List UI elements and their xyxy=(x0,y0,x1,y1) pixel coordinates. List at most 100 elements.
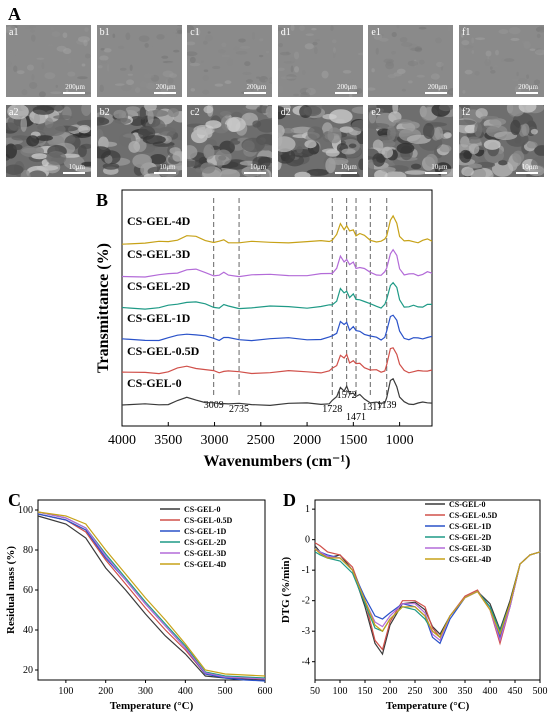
sem-grain xyxy=(67,71,76,77)
y-tick-label: 80 xyxy=(23,545,33,556)
scale-bar xyxy=(516,92,538,94)
sem-grain xyxy=(439,144,452,153)
sem-grain xyxy=(26,64,35,71)
sem-grain xyxy=(459,105,471,110)
sem-grain xyxy=(277,124,285,138)
x-tick-label: 3000 xyxy=(201,433,229,448)
scale-bar xyxy=(334,92,357,94)
sem-grain xyxy=(43,123,66,137)
sem-grain xyxy=(266,50,270,54)
x-tick-label: 200 xyxy=(98,686,113,697)
sem-grain xyxy=(98,55,109,61)
sem-grain xyxy=(305,87,316,96)
sem-texture xyxy=(187,25,273,97)
sem-grain xyxy=(189,62,201,67)
sem-grain xyxy=(277,27,284,32)
sem-grain xyxy=(96,117,109,126)
sem-grain xyxy=(244,61,251,67)
sem-grain xyxy=(174,32,182,35)
sem-grain xyxy=(76,119,91,127)
sem-grain xyxy=(392,32,398,38)
sem-grain xyxy=(6,26,15,33)
ftir-chart: 4000 3500 3000 2500 2000 1500 1000 Wavenumbers … xyxy=(95,189,433,470)
legend-entry: CS-GEL-1D xyxy=(184,527,226,536)
sem-grain xyxy=(143,105,157,112)
sem-grain xyxy=(119,67,127,71)
sem-grain xyxy=(325,149,340,157)
sem-grain xyxy=(331,39,337,44)
sem-grain xyxy=(241,137,266,153)
sem-grain xyxy=(321,70,329,79)
sem-grain xyxy=(125,79,134,86)
sem-grain xyxy=(503,58,515,62)
sem-grain xyxy=(461,166,474,177)
sem-image-e2: e2 10μm xyxy=(368,105,454,177)
sem-grain xyxy=(508,36,516,44)
legend-entry: CS-GEL-4D xyxy=(184,560,226,569)
sem-grain xyxy=(368,159,375,175)
sem-grain xyxy=(534,145,544,156)
sem-image-e1: e1 200μm xyxy=(368,25,454,97)
sem-grain xyxy=(332,47,336,54)
sem-grain xyxy=(305,33,314,37)
sem-background xyxy=(459,25,544,97)
x-tick-label: 300 xyxy=(138,686,153,697)
sem-texture xyxy=(368,25,454,97)
sem-grain xyxy=(202,89,210,95)
sem-grain xyxy=(252,120,262,128)
series-label: CS-GEL-3D xyxy=(127,247,191,261)
scale-bar xyxy=(425,172,448,174)
sem-grain xyxy=(533,79,541,85)
sem-grain xyxy=(241,166,262,177)
x-tick-label: 100 xyxy=(58,686,73,697)
sem-grain xyxy=(419,59,425,65)
sem-grain xyxy=(187,54,195,60)
sem-grain xyxy=(77,36,90,43)
sem-grain xyxy=(300,91,310,97)
sem-grain xyxy=(220,110,232,117)
sem-grain xyxy=(471,49,475,55)
sem-grain xyxy=(480,115,499,120)
spectrum-line xyxy=(121,314,433,342)
sem-grain xyxy=(77,76,88,80)
legend-entry: CS-GEL-0 xyxy=(449,500,485,509)
sem-grain xyxy=(38,91,46,97)
sem-tile-label: c2 xyxy=(190,107,200,118)
plot-frame xyxy=(314,499,541,681)
sem-grain xyxy=(391,51,397,55)
sem-background xyxy=(6,25,91,97)
peak-label: 3009 xyxy=(204,400,224,411)
peak-label: 1728 xyxy=(322,404,342,415)
y-axis-label: DTG (%/min) xyxy=(280,557,292,624)
sem-grain xyxy=(384,171,407,177)
sem-grain xyxy=(489,118,507,126)
sem-grain xyxy=(523,41,531,49)
sem-grain xyxy=(172,151,182,162)
sem-grain xyxy=(114,83,125,86)
sem-grain xyxy=(81,63,86,67)
sem-grain xyxy=(439,105,454,112)
spectrum-line xyxy=(121,347,433,375)
sem-grain xyxy=(63,155,85,170)
sem-grain xyxy=(46,151,67,166)
sem-grain xyxy=(100,59,107,64)
sem-grain xyxy=(434,126,444,140)
sem-grain xyxy=(521,40,531,45)
scale-bar-label: 10μm xyxy=(521,163,538,171)
sem-tile-label: c1 xyxy=(190,27,200,38)
sem-texture xyxy=(6,105,91,177)
sem-grain xyxy=(448,90,454,94)
sem-grain xyxy=(393,119,413,124)
spectrum-line xyxy=(121,281,432,310)
legend-entry: CS-GEL-0.5D xyxy=(184,516,232,525)
legend-entry: CS-GEL-1D xyxy=(449,522,491,531)
sem-grain xyxy=(534,47,543,54)
sem-grain xyxy=(83,39,88,47)
sem-grain xyxy=(373,33,383,41)
sem-grain xyxy=(286,51,289,55)
sem-grain xyxy=(475,37,486,41)
sem-grain xyxy=(20,116,28,132)
sem-grain xyxy=(280,76,293,80)
sem-grain xyxy=(283,61,295,64)
sem-grain xyxy=(102,162,119,170)
